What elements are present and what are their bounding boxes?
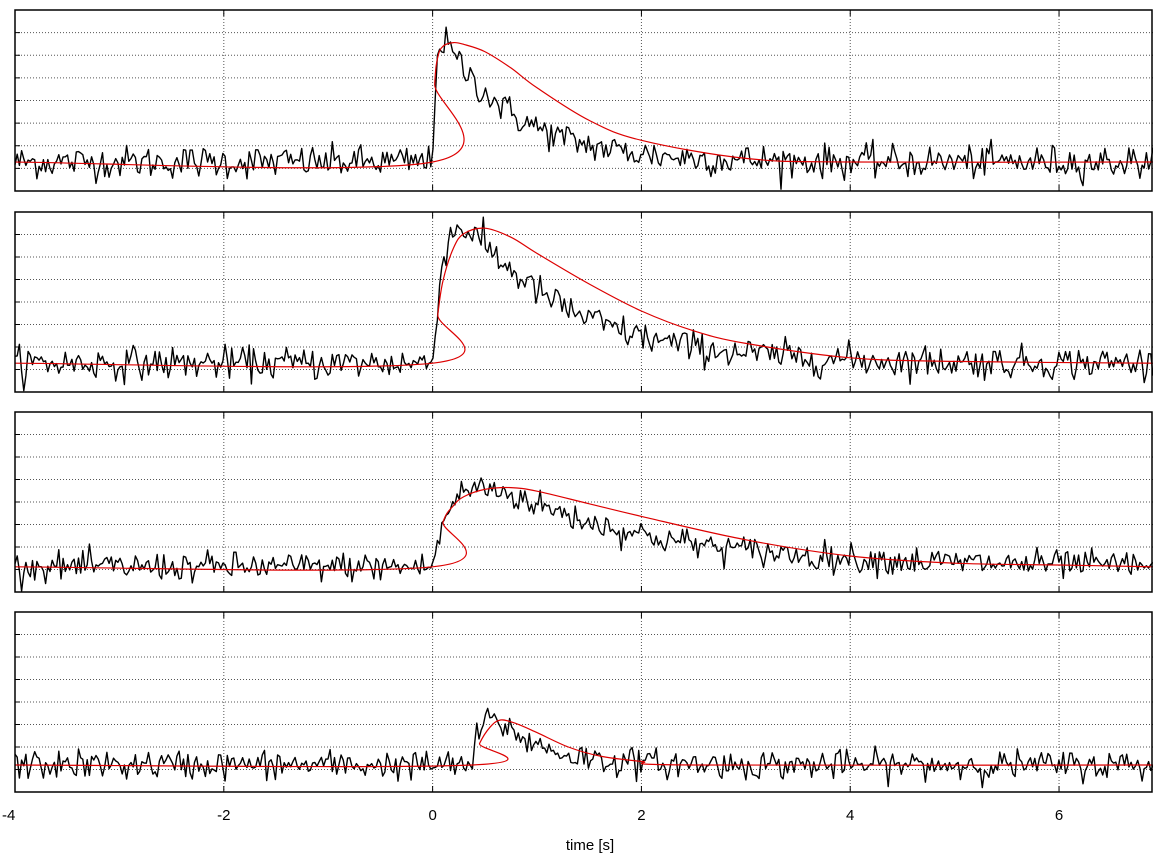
panel-2-frame bbox=[14, 211, 1153, 393]
panel-3-measured-trace bbox=[14, 477, 1153, 592]
x-tick-labels: -4 -2 0 2 4 6 bbox=[2, 807, 1063, 824]
panel-3-fit-curve bbox=[14, 486, 1153, 571]
panel-4-frame bbox=[14, 611, 1153, 793]
panel-1-fit-curve bbox=[14, 41, 1153, 169]
panel-1-frame bbox=[14, 9, 1153, 192]
panel-2 bbox=[14, 211, 1153, 393]
panel-4-fit-curve bbox=[14, 719, 1153, 768]
panel-1-measured-trace bbox=[14, 26, 1153, 190]
panel-3-frame bbox=[14, 411, 1153, 593]
panel-2-fit-curve bbox=[14, 227, 1153, 368]
x-tick-label: 2 bbox=[637, 807, 645, 824]
x-axis-label: time [s] bbox=[566, 837, 614, 854]
panels-layer bbox=[14, 9, 1153, 793]
panel-4-measured-trace bbox=[14, 707, 1153, 789]
x-tick-label: 6 bbox=[1055, 807, 1063, 824]
panel-4 bbox=[14, 611, 1153, 793]
x-tick-label: 4 bbox=[846, 807, 854, 824]
x-tick-label: 0 bbox=[428, 807, 436, 824]
panel-2-measured-trace bbox=[14, 216, 1153, 392]
panel-1 bbox=[14, 9, 1153, 192]
x-tick-label: -4 bbox=[2, 807, 15, 824]
panel-3 bbox=[14, 411, 1153, 593]
x-tick-label: -2 bbox=[217, 807, 230, 824]
